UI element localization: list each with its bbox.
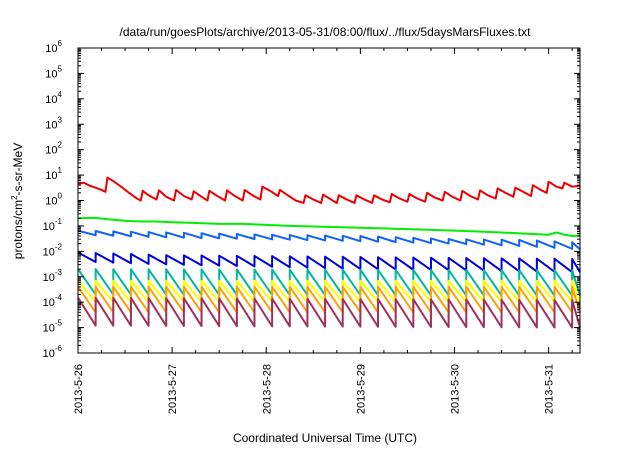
series-line-4 bbox=[77, 251, 581, 274]
y-tick-label: 10-6 bbox=[43, 344, 63, 360]
y-tick-label: 10-2 bbox=[43, 242, 63, 258]
x-tick-label: 2013-5-27 bbox=[167, 364, 179, 414]
y-tick-label: 10-3 bbox=[43, 268, 63, 284]
y-tick-label: 10-1 bbox=[43, 217, 63, 233]
y-axis-label: protons/cm2-s-sr-MeV bbox=[10, 143, 25, 259]
x-tick-label: 2013-5-29 bbox=[355, 364, 367, 414]
series-line-3 bbox=[77, 229, 581, 251]
y-axis-label-sup: 2 bbox=[10, 195, 19, 200]
series-layer bbox=[77, 176, 581, 329]
y-tick-label: 101 bbox=[45, 166, 62, 182]
x-tick-label: 2013-5-30 bbox=[450, 364, 462, 414]
y-tick-label: 102 bbox=[45, 141, 62, 157]
y-tick-label: 10-4 bbox=[43, 293, 63, 309]
y-tick-label: 103 bbox=[45, 115, 62, 131]
y-tick-label: 100 bbox=[45, 192, 62, 208]
y-axis: 10-6 10-5 10-4 10-3 10-2 10-1 100 101 102 103 104 1… bbox=[43, 39, 580, 360]
x-tick-label: 2013-5-28 bbox=[261, 364, 273, 414]
x-tick-label: 2013-5-26 bbox=[73, 364, 85, 414]
y-tick-label: 10-5 bbox=[43, 319, 63, 335]
chart-title: /data/run/goesPlots/archive/2013-05-31/0… bbox=[120, 25, 532, 39]
y-tick-label: 104 bbox=[45, 90, 62, 106]
x-axis: 2013-5-26 2013-5-27 2013-5-28 2013-5-29 2013… bbox=[73, 48, 573, 414]
y-axis-label-base: protons/cm bbox=[11, 200, 25, 259]
y-axis-label-rest: -s-sr-MeV bbox=[11, 143, 25, 196]
series-line-7 bbox=[77, 285, 581, 314]
series-line-8 bbox=[77, 296, 581, 329]
x-axis-label: Coordinated Universal Time (UTC) bbox=[233, 431, 417, 445]
y-tick-label: 105 bbox=[45, 64, 62, 80]
y-tick-label: 106 bbox=[45, 39, 62, 55]
series-line-2 bbox=[77, 216, 581, 238]
series-line-1 bbox=[77, 176, 581, 204]
x-tick-label: 2013-5-31 bbox=[544, 364, 556, 414]
